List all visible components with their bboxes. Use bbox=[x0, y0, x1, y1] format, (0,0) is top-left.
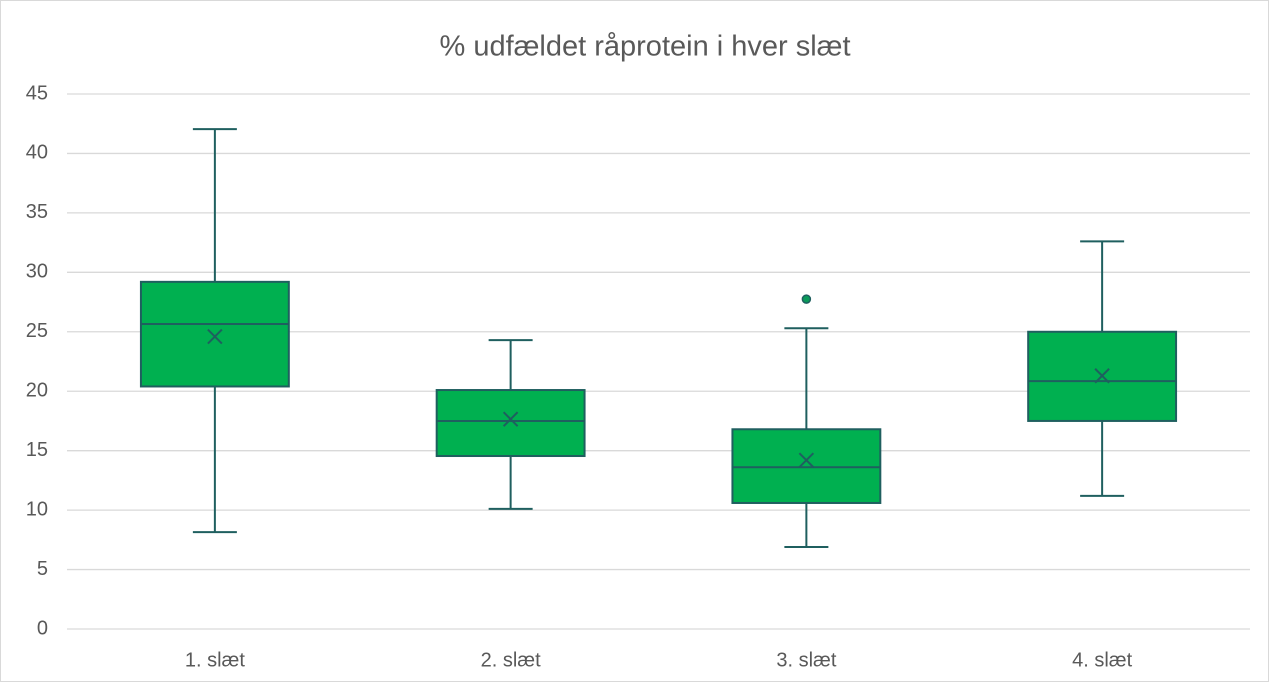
x-tick-label: 2. slæt bbox=[481, 649, 541, 671]
y-tick-label: 35 bbox=[26, 201, 48, 223]
x-tick-label: 3. slæt bbox=[776, 649, 836, 671]
mean-marker bbox=[502, 411, 519, 427]
y-tick-label: 25 bbox=[26, 320, 48, 342]
y-tick-label: 15 bbox=[26, 439, 48, 461]
mean-marker bbox=[207, 328, 223, 345]
y-tick-label: 40 bbox=[26, 142, 48, 164]
y-tick-label: 0 bbox=[37, 617, 48, 639]
chart-title: % udfældet råprotein i hver slæt bbox=[439, 31, 850, 63]
x-tick-label: 1. slæt bbox=[185, 649, 245, 671]
y-tick-label: 30 bbox=[26, 261, 48, 283]
box bbox=[731, 428, 882, 504]
y-tick-label: 45 bbox=[26, 82, 48, 104]
mean-marker bbox=[798, 452, 815, 468]
box bbox=[435, 389, 586, 458]
mean-marker bbox=[1094, 368, 1110, 384]
box bbox=[139, 280, 290, 388]
x-tick-label: 4. slæt bbox=[1072, 649, 1132, 671]
y-tick-label: 20 bbox=[26, 380, 48, 402]
y-tick-label: 10 bbox=[26, 498, 48, 520]
y-tick-label: 5 bbox=[37, 558, 48, 580]
outlier bbox=[801, 294, 812, 304]
